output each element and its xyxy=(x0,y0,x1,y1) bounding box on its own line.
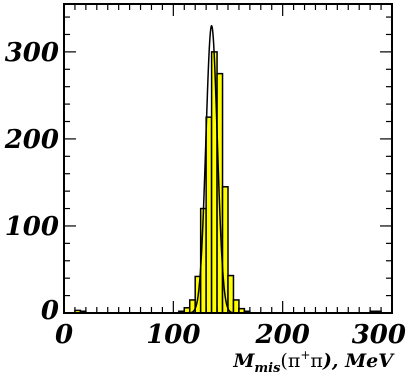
y-tick-label: 200 xyxy=(4,125,59,155)
x-axis-label-subscript: mis xyxy=(254,361,281,376)
y-tick-labels: 0 100 200 300 xyxy=(4,38,59,326)
x-tick-label: 300 xyxy=(352,320,406,350)
x-tick-label: 0 xyxy=(55,320,73,350)
histogram-bars xyxy=(74,51,382,314)
y-tick-label: 100 xyxy=(5,212,59,242)
x-tick-label: 100 xyxy=(146,320,200,350)
x-axis-label-base: M xyxy=(232,350,255,372)
y-tick-label: 300 xyxy=(5,38,59,68)
x-axis-label-pion1: π xyxy=(288,350,301,372)
histogram-bar xyxy=(227,274,235,314)
histogram-bar xyxy=(205,116,213,314)
x-axis-label-superscript: + xyxy=(300,348,310,362)
x-tick-label: 200 xyxy=(255,320,310,350)
histogram-bar xyxy=(232,299,240,314)
x-axis-label: Mmis(π+π), MeV xyxy=(232,348,395,376)
x-axis-label-open: ( xyxy=(280,350,287,372)
x-axis-label-tail: ), MeV xyxy=(322,350,395,372)
x-axis-label-pion2: π xyxy=(310,350,323,372)
x-tick-labels: 0 100 200 300 xyxy=(55,320,406,350)
axis-ticks xyxy=(63,4,393,314)
y-tick-label: 0 xyxy=(41,296,59,326)
